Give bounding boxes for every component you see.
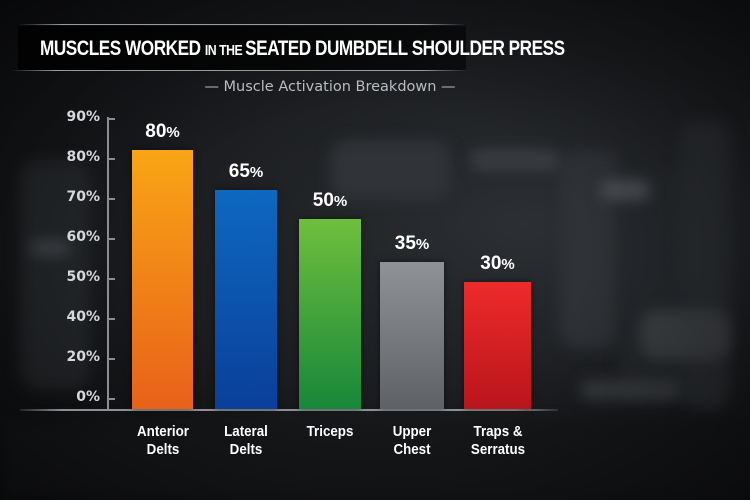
category-label-line: Anterior [136,424,189,440]
title-band [18,26,466,70]
y-tick [107,358,115,360]
category-label: Triceps [289,423,372,441]
category-label-line: Traps & [473,424,522,440]
bar-value-label: 30% [458,253,538,275]
bar-value-label: 50% [290,190,370,212]
category-label: Lateral Delts [205,423,288,459]
bar-upper-chest [380,262,444,409]
category-label-line: Triceps [306,424,354,440]
y-tick [107,158,115,160]
y-tick-label: 0% [76,389,100,405]
title-rule-bottom [10,70,468,71]
title-part-2: in the [204,42,246,59]
y-tick [107,318,115,320]
y-tick-label: 40% [66,309,100,325]
y-tick-label: 80% [66,149,100,165]
category-label-line: Serratus [470,442,525,458]
chart-subtitle: — Muscle Activation Breakdown — [204,79,456,95]
y-tick-label: 50% [66,269,100,285]
y-axis-line [107,117,109,410]
y-tick [107,198,115,200]
category-label: Anterior Delts [121,423,204,459]
value-number: 35 [394,233,416,254]
y-tick [107,398,115,400]
percent-sign: % [415,236,430,253]
category-label-line: Chest [393,442,431,458]
title-rule-top [18,24,466,25]
y-tick-label: 60% [66,229,100,245]
category-label-line: Lateral [224,424,268,440]
y-tick [107,118,115,120]
y-tick-label: 20% [66,349,100,365]
category-label-line: Delts [229,442,263,458]
bar-traps-serratus [464,282,531,409]
title-part-1: Muscles Worked [40,37,205,60]
category-label-line: Delts [146,442,179,458]
y-tick [107,238,115,240]
bar-value-label: 35% [372,233,452,255]
y-tick-label: 70% [66,189,100,205]
bar-value-label: 65% [206,161,286,183]
bar-triceps [299,219,361,409]
title-part-3: Seated Dumbdell Shoulder Press [245,37,565,60]
percent-sign: % [249,164,264,181]
percent-sign: % [333,193,348,210]
category-label-line: Upper [392,424,432,440]
percent-sign: % [501,256,515,273]
value-number: 30 [480,253,502,274]
value-number: 80 [145,121,167,142]
bar-lateral-delts [215,190,277,409]
value-number: 65 [228,161,250,182]
value-number: 50 [312,190,334,211]
percent-sign: % [166,124,180,141]
bar-value-label: 80% [123,121,203,143]
y-tick-label: 90% [66,109,100,125]
bar-anterior-delts [132,150,193,409]
category-label: Traps & Serratus [456,423,539,459]
y-tick [107,278,115,280]
chart-title: Muscles Worked in the Seated Dumbdell Sh… [40,34,565,64]
x-axis-line [20,409,558,411]
category-label: Upper Chest [371,423,454,459]
